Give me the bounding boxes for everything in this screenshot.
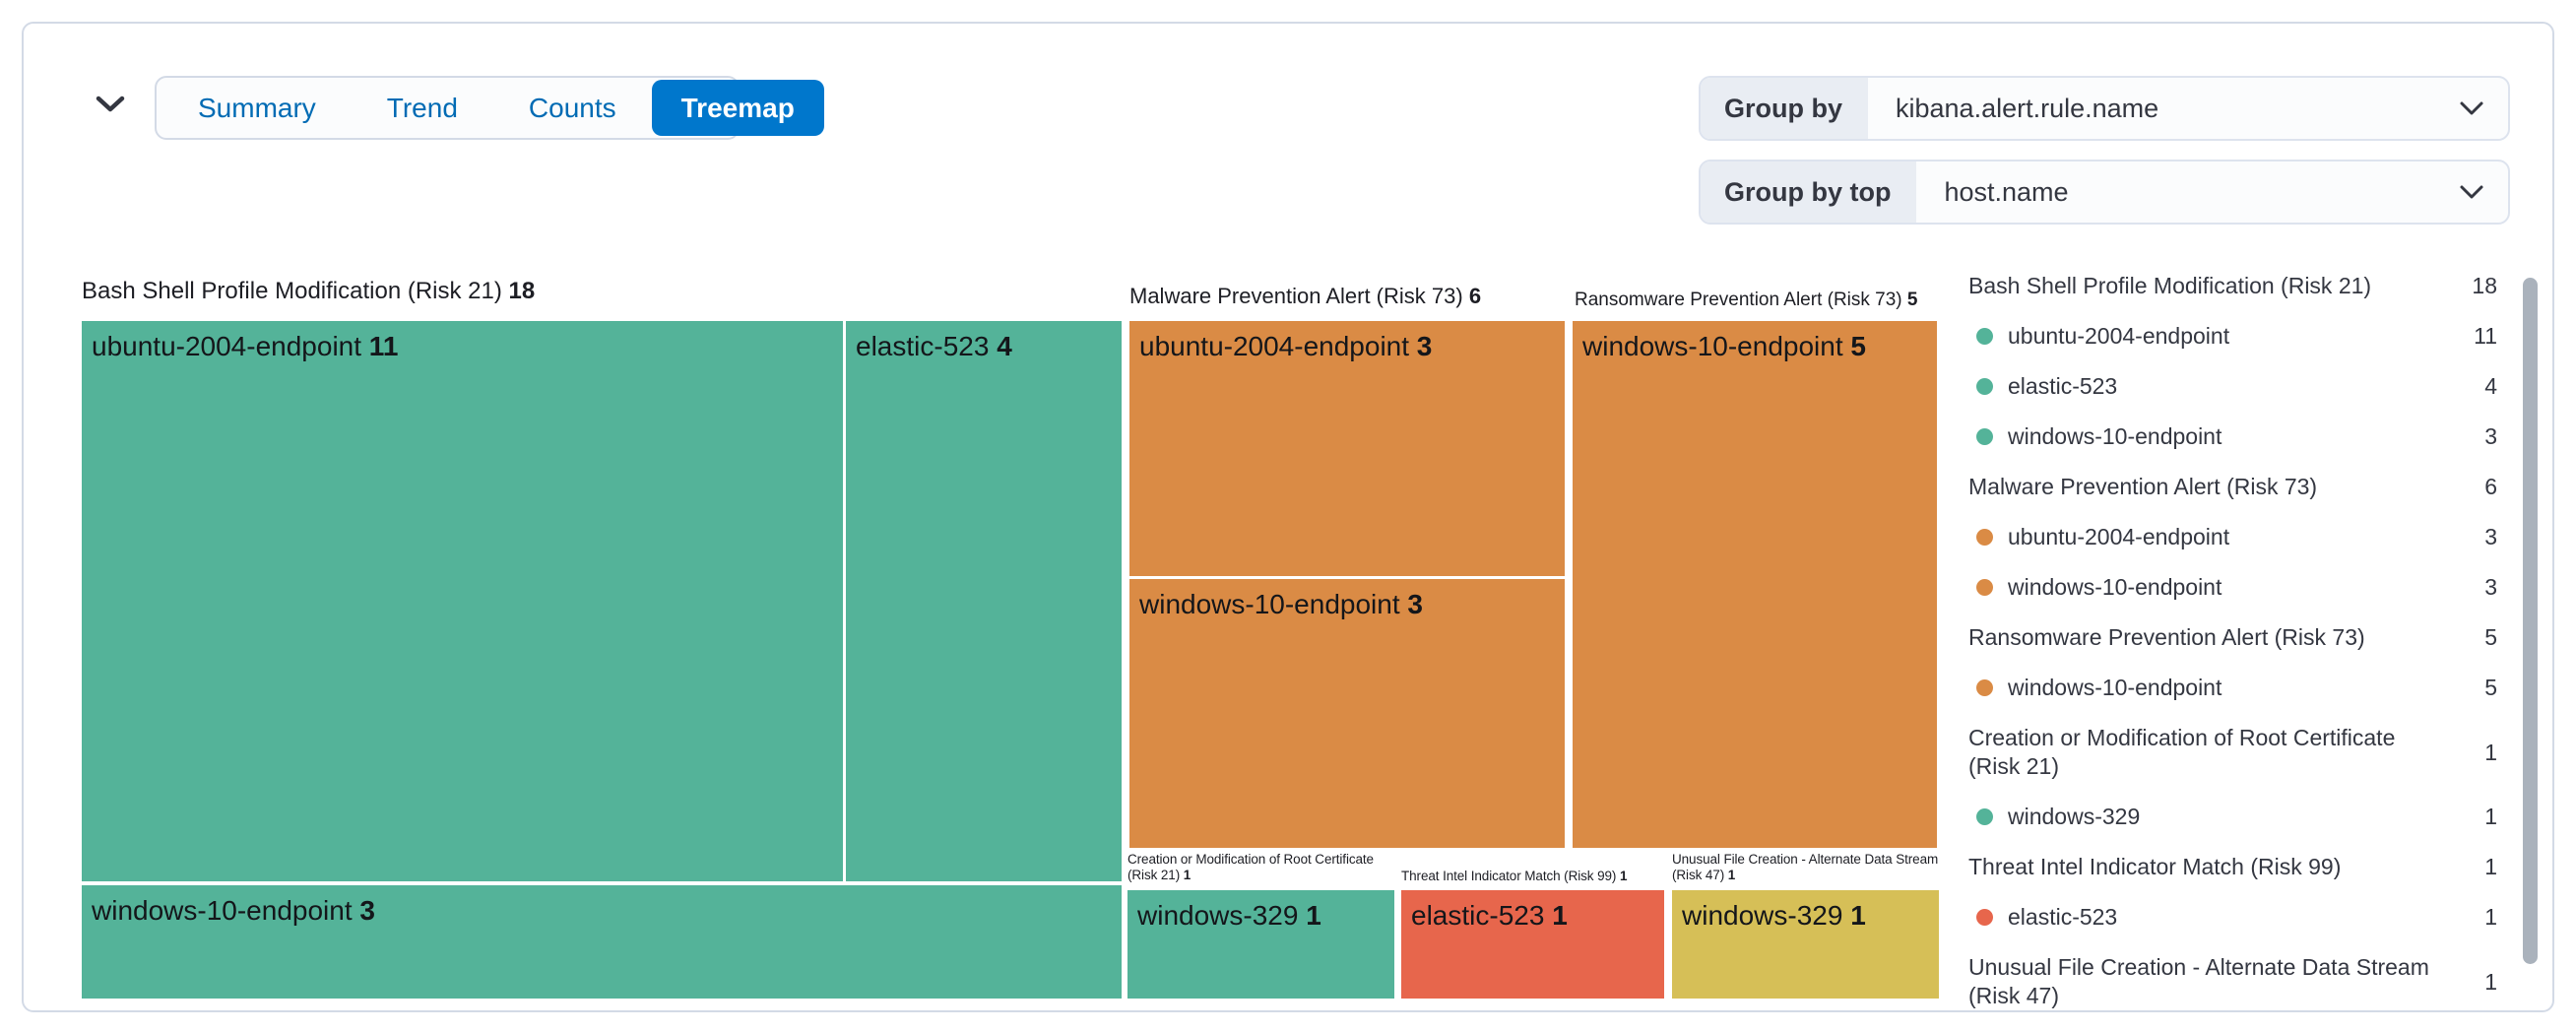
group-by-label: Group by xyxy=(1701,78,1868,139)
chevron-down-icon xyxy=(95,95,126,114)
treemap-cell[interactable]: windows-10-endpoint 5 xyxy=(1573,321,1937,848)
group-by-top-control[interactable]: Group by top host.name xyxy=(1699,160,2510,225)
group-by-top-label: Group by top xyxy=(1701,161,1917,223)
group-by-control[interactable]: Group by kibana.alert.rule.name xyxy=(1699,76,2510,141)
group-by-select[interactable]: kibana.alert.rule.name xyxy=(1868,78,2508,139)
legend-item-row: windows-10-endpoint 3 xyxy=(1968,422,2497,451)
treemap-cell[interactable]: ubuntu-2004-endpoint 11 xyxy=(82,321,843,881)
header-count: 18 xyxy=(508,278,536,304)
legend-item-row: windows-10-endpoint 3 xyxy=(1968,573,2497,602)
header-count: 1 xyxy=(1183,868,1191,883)
legend-bullet-icon xyxy=(1976,579,1993,596)
tab-counts[interactable]: Counts xyxy=(528,93,616,123)
legend-title-row: Malware Prevention Alert (Risk 73) 6 xyxy=(1968,474,2497,499)
header-count: 6 xyxy=(1468,284,1482,308)
legend-bullet-icon xyxy=(1976,428,1993,445)
group-by-top-value: host.name xyxy=(1944,176,2069,207)
treemap-cell[interactable]: windows-329 1 xyxy=(1127,890,1394,999)
legend-item-row: ubuntu-2004-endpoint 3 xyxy=(1968,523,2497,551)
tab-trend[interactable]: Trend xyxy=(386,93,458,123)
chevron-down-icon xyxy=(2459,100,2484,116)
treemap-cell[interactable]: ubuntu-2004-endpoint 3 xyxy=(1129,321,1565,576)
treemap-group-header: Unusual File Creation - Alternate Data S… xyxy=(1672,852,1939,883)
legend-bullet-icon xyxy=(1976,328,1993,345)
legend-bullet-icon xyxy=(1976,529,1993,546)
legend-item-row: elastic-523 4 xyxy=(1968,372,2497,401)
legend-item-row: windows-329 1 xyxy=(1968,803,2497,831)
legend-title-row: Unusual File Creation - Alternate Data S… xyxy=(1968,954,2497,1008)
legend-title-row: Threat Intel Indicator Match (Risk 99) 1 xyxy=(1968,854,2497,879)
group-by-value: kibana.alert.rule.name xyxy=(1896,93,2159,123)
tab-summary[interactable]: Summary xyxy=(198,93,316,123)
legend-scrollbar[interactable] xyxy=(2523,278,2538,964)
chevron-down-icon xyxy=(2459,184,2484,200)
legend-item-row: ubuntu-2004-endpoint 11 xyxy=(1968,322,2497,351)
legend-bullet-icon xyxy=(1976,808,1993,825)
treemap-group-header: Malware Prevention Alert (Risk 73) 6 xyxy=(1129,284,1482,308)
collapse-panel-button[interactable] xyxy=(85,85,136,124)
treemap-cell[interactable]: elastic-523 1 xyxy=(1401,890,1664,999)
treemap-group-header: Threat Intel Indicator Match (Risk 99) 1 xyxy=(1401,869,1628,883)
treemap-group-header: Bash Shell Profile Modification (Risk 21… xyxy=(82,278,536,304)
legend-title-row: Creation or Modification of Root Certifi… xyxy=(1968,725,2497,779)
treemap-cell[interactable]: windows-329 1 xyxy=(1672,890,1939,999)
header-count: 1 xyxy=(1727,868,1736,883)
treemap-cell[interactable]: windows-10-endpoint 3 xyxy=(82,885,1122,999)
treemap-group-header: Creation or Modification of Root Certifi… xyxy=(1127,852,1374,883)
tab-treemap[interactable]: Treemap xyxy=(651,80,824,136)
alerts-panel: Summary Trend Counts Treemap Group by ki… xyxy=(22,22,2554,1012)
header-count: 1 xyxy=(1619,869,1628,883)
header-count: 5 xyxy=(1906,290,1918,310)
legend-title-row: Bash Shell Profile Modification (Risk 21… xyxy=(1968,273,2497,298)
legend-title-row: Ransomware Prevention Alert (Risk 73) 5 xyxy=(1968,624,2497,650)
legend-bullet-icon xyxy=(1976,378,1993,395)
legend-bullet-icon xyxy=(1976,679,1993,696)
view-button-group: Summary Trend Counts Treemap xyxy=(155,76,824,140)
legend-bullet-icon xyxy=(1976,909,1993,926)
group-by-top-select[interactable]: host.name xyxy=(1916,161,2508,223)
treemap-cell[interactable]: elastic-523 4 xyxy=(846,321,1122,881)
treemap-group-header: Ransomware Prevention Alert (Risk 73) 5 xyxy=(1575,290,1918,310)
legend-item-row: windows-10-endpoint 5 xyxy=(1968,674,2497,702)
treemap-legend: Bash Shell Profile Modification (Risk 21… xyxy=(1968,272,2497,1026)
legend-item-row: elastic-523 1 xyxy=(1968,903,2497,932)
treemap-cell[interactable]: windows-10-endpoint 3 xyxy=(1129,579,1565,848)
